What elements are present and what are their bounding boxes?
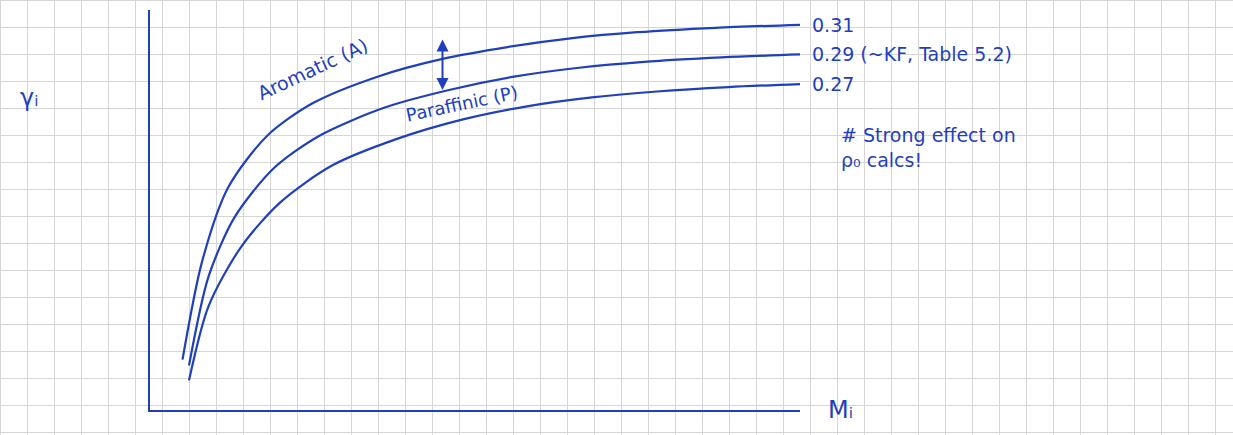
svg-text:Mᵢ: Mᵢ <box>828 396 853 424</box>
svg-text:0.29 (~KF, Table 5.2): 0.29 (~KF, Table 5.2) <box>812 43 1012 65</box>
svg-text:0.31: 0.31 <box>812 14 854 36</box>
svg-text:γᵢ: γᵢ <box>20 84 39 112</box>
svg-text:# Strong effect onρ₀ calcs!: # Strong effect onρ₀ calcs! <box>841 124 1016 171</box>
svg-text:Aromatic (A): Aromatic (A) <box>254 34 371 104</box>
svg-text:0.27: 0.27 <box>812 73 854 95</box>
svg-text:Paraffinic (P): Paraffinic (P) <box>404 81 520 125</box>
